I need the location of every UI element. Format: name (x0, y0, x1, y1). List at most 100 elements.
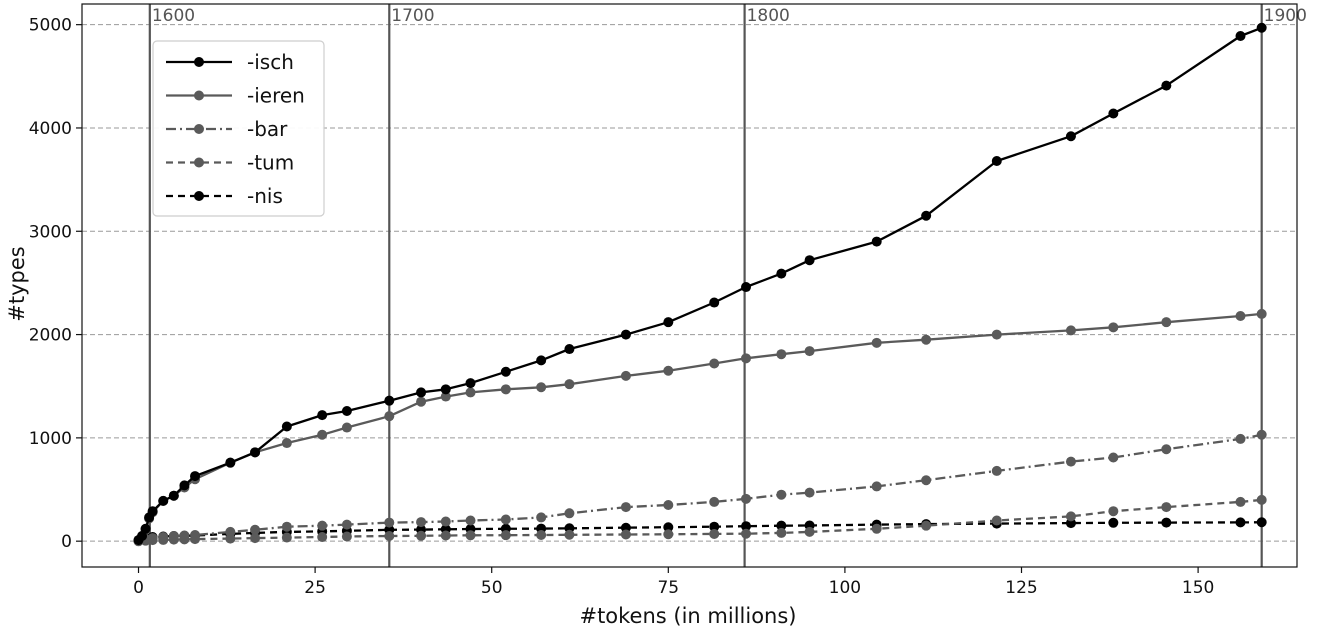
legend-label: -ieren (247, 84, 305, 108)
legend-label: -bar (247, 117, 288, 141)
data-point (440, 384, 451, 395)
data-point (620, 529, 631, 540)
data-point (741, 521, 752, 532)
data-point (317, 410, 328, 421)
axes: 0 1000 2000 3000 4000 5000 0 25 50 75 100 125 150 (29, 3, 1298, 598)
data-point (991, 329, 1002, 340)
data-point (384, 411, 395, 422)
data-point (564, 529, 575, 540)
series-line (137, 312, 1262, 541)
data-point (741, 353, 752, 364)
plot-frame (81, 3, 1298, 568)
marker-label: 1600 (152, 6, 195, 26)
data-point (384, 517, 395, 528)
data-point (536, 529, 547, 540)
data-point (190, 471, 201, 482)
data-point (663, 365, 674, 376)
data-point (1108, 322, 1119, 333)
data-point (1256, 308, 1267, 319)
data-point (1108, 506, 1119, 517)
data-point (1108, 108, 1119, 119)
x-tick-label: 75 (657, 578, 679, 598)
data-point (465, 387, 476, 398)
data-point (168, 490, 179, 501)
data-point (1235, 310, 1246, 321)
legend-label: -isch (247, 50, 294, 74)
data-point (147, 533, 158, 544)
data-point (250, 447, 261, 458)
y-tick-label: 5000 (29, 16, 72, 36)
data-point (1235, 517, 1246, 528)
data-point (536, 355, 547, 366)
series-line (138, 498, 1262, 543)
data-point (416, 517, 427, 528)
x-tick-label: 125 (1005, 578, 1037, 598)
legend-label: -tum (247, 151, 294, 175)
data-point (250, 533, 261, 544)
data-point (1065, 325, 1076, 336)
data-point (804, 526, 815, 537)
data-point (317, 520, 328, 531)
data-point (1235, 433, 1246, 444)
data-point (776, 268, 787, 279)
data-point (776, 489, 787, 500)
data-point (1108, 452, 1119, 463)
data-point (921, 210, 932, 221)
data-point (1065, 511, 1076, 522)
data-point (500, 384, 511, 395)
data-point (991, 515, 1002, 526)
data-point (281, 421, 292, 432)
marker-label: 1800 (747, 6, 790, 26)
data-point (1065, 131, 1076, 142)
data-point (500, 530, 511, 541)
data-point (1256, 494, 1267, 505)
data-point (663, 500, 674, 511)
x-tick-label: 0 (133, 578, 144, 598)
x-axis-title: #tokens (in millions) (579, 604, 796, 628)
data-point (871, 523, 882, 534)
data-point (1256, 429, 1267, 440)
data-point (225, 457, 236, 468)
data-point (921, 475, 932, 486)
data-point (741, 282, 752, 293)
y-tick-label: 3000 (29, 222, 72, 242)
data-point (440, 516, 451, 527)
data-point (384, 531, 395, 542)
legend-box (152, 40, 325, 217)
data-point (416, 396, 427, 407)
data-point (1235, 31, 1246, 42)
data-point (776, 349, 787, 360)
data-point (465, 530, 476, 541)
data-point (1256, 22, 1267, 33)
data-point (317, 532, 328, 543)
data-point (804, 255, 815, 266)
data-point (147, 506, 158, 517)
data-point (500, 514, 511, 525)
legend-marker (194, 124, 204, 134)
legend-marker (194, 57, 204, 67)
data-point (317, 429, 328, 440)
marker-label: 1900 (1264, 6, 1307, 26)
marker-label: 1700 (391, 6, 434, 26)
grid-lines (82, 24, 1297, 542)
data-point (871, 337, 882, 348)
legend-label: -nis (247, 184, 283, 208)
data-point (564, 344, 575, 355)
data-point (341, 531, 352, 542)
data-point (620, 370, 631, 381)
data-point (179, 530, 190, 541)
data-point (921, 334, 932, 345)
data-point (564, 379, 575, 390)
data-point (709, 496, 720, 507)
data-point (776, 520, 787, 531)
data-point (225, 526, 236, 537)
data-point (465, 378, 476, 389)
data-point (871, 481, 882, 492)
data-point (465, 515, 476, 526)
data-point (709, 297, 720, 308)
legend-marker (194, 191, 204, 201)
y-tick-label: 2000 (29, 326, 72, 346)
data-point (741, 493, 752, 504)
